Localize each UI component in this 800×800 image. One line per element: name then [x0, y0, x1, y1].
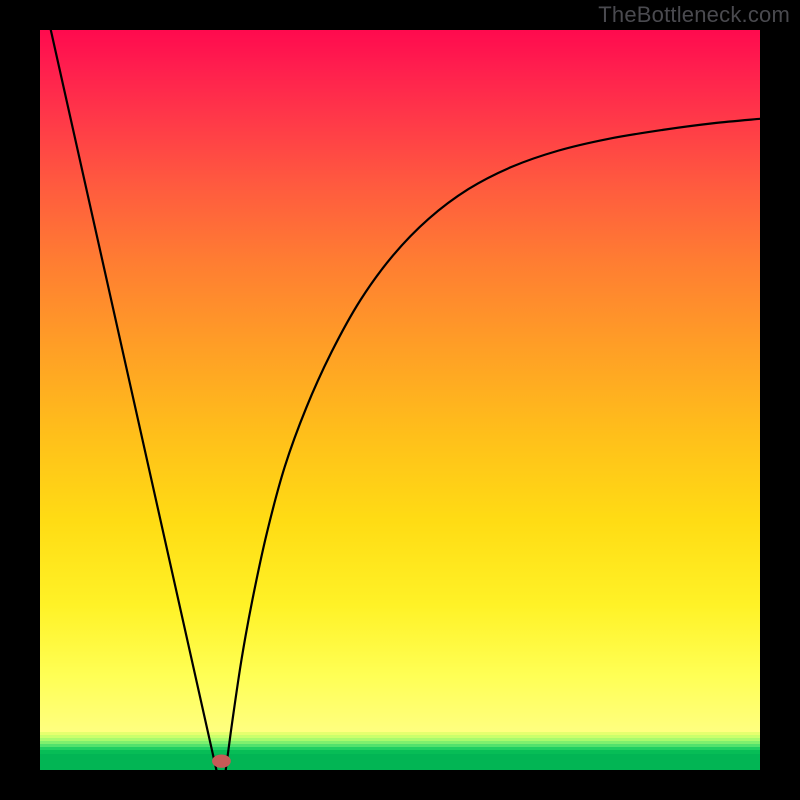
- bottom-stripe: [40, 738, 760, 741]
- gradient-background: [40, 30, 760, 732]
- bottom-stripe: [40, 735, 760, 738]
- bottom-stripe: [40, 754, 760, 770]
- bottom-stripe: [40, 741, 760, 744]
- bottom-stripe: [40, 744, 760, 747]
- bottom-stripe: [40, 732, 760, 735]
- bottom-stripe: [40, 747, 760, 750]
- bottom-stripe: [40, 750, 760, 754]
- vertex-marker: [212, 754, 231, 767]
- bottleneck-chart: [0, 0, 800, 800]
- watermark-text: TheBottleneck.com: [598, 2, 790, 28]
- chart-container: TheBottleneck.com: [0, 0, 800, 800]
